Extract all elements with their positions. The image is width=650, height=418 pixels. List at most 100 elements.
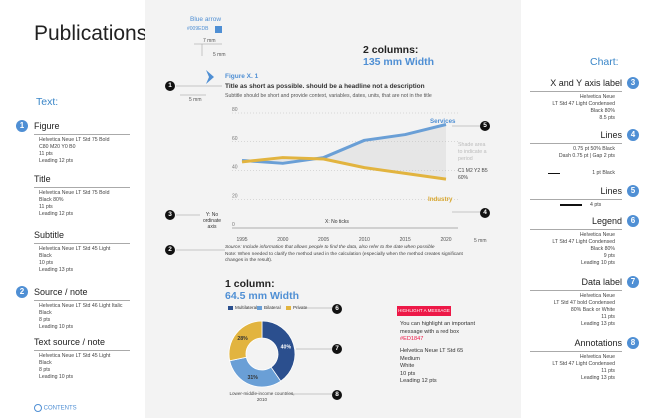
right-spec-line: Helvetica Neue (579, 293, 615, 299)
two-col-width: 135 mm Width (363, 56, 435, 68)
left-spec-line: C80 M20 Y0 B0 (39, 144, 76, 150)
right-spec-line: Helvetica Neue (579, 232, 615, 238)
two-col-title: 2 columns: (363, 44, 419, 56)
pie-slice (228, 320, 263, 362)
series-label-industry: Industry (428, 196, 453, 203)
figure-title: Title as short as possible. should be a … (225, 83, 425, 90)
marker-5: 5 (480, 121, 490, 131)
right-spec-line: Leading 13 pts (580, 375, 615, 381)
right-spec-line: 9 pts (603, 253, 615, 259)
right-spec-line: LT Std 47 Light Condensed (552, 101, 615, 107)
y-tick-label: 0 (232, 222, 235, 228)
left-spec-line: Helvetica Neue LT Std 45 Light (39, 246, 111, 252)
left-spec-line: Leading 12 pts (39, 211, 74, 217)
legend-label: Private (293, 305, 308, 310)
left-spec-line: Black (39, 253, 52, 259)
right-spec-number: 8 (627, 337, 639, 349)
right-spec-line: 80% Back or White (570, 307, 615, 313)
right-spec-label: Legend (591, 216, 622, 226)
shade-note: Shade area to indicate a period (458, 142, 487, 162)
x-note: X: No ticks (325, 219, 349, 225)
left-spec-line: Helvetica Neue LT Std 45 Light (39, 353, 111, 359)
arrow-dimensions (180, 43, 222, 96)
legend-label: Bilateral (264, 305, 281, 310)
y-tick-label: 60 (232, 136, 238, 142)
marker-3: 3 (165, 210, 175, 220)
right-spec-line: 0.75 pt 50% Black (573, 146, 615, 152)
blue-arrow-label: Blue arrow (190, 16, 222, 23)
highlight-font-4: 10 pts (400, 370, 416, 377)
dim-5mm-b: 5 mm (189, 97, 202, 103)
left-spec-line: 11 pts (39, 204, 53, 210)
right-spec-line: Black 80% (590, 108, 615, 114)
contents-link[interactable]: CONTENTS (34, 404, 77, 412)
left-spec-line: Leading 13 pts (39, 267, 74, 273)
contents-icon (34, 404, 42, 412)
right-spec-line: Dash 0.75 pt | Gap 2 pts (558, 153, 615, 159)
x-tick-label: 2015 (400, 237, 411, 243)
marker-7: 7 (332, 344, 342, 354)
right-spec-line: LT Std 47 Light Condensed (552, 361, 615, 367)
dim-5mm-c: 5 mm (474, 238, 487, 244)
left-spec-divider (34, 350, 130, 351)
left-spec-line: Helvetica Neue LT Std 46 Light Italic (39, 303, 123, 309)
figure-source: Source: Include information that allows … (225, 245, 435, 250)
highlight-font-1: Helvetica Neue LT Std 65 (400, 348, 464, 354)
right-spec-line: Leading 10 pts (580, 260, 615, 266)
pie-title: Lower-middle-income countries, 2010 (229, 391, 295, 402)
x-tick-label: 2010 (359, 237, 370, 243)
right-spec-line: Leading 13 pts (580, 321, 615, 327)
left-spec-line: Helvetica Neue LT Std 75 Bold (39, 137, 110, 143)
right-spec-divider (530, 91, 622, 92)
contents-label: CONTENTS (43, 405, 77, 412)
left-spec-line: 10 pts (39, 260, 54, 266)
highlight-font-2: Medium (400, 355, 420, 362)
right-spec-line: Helvetica Neue (579, 354, 615, 360)
figure-note: Note: When needed to clarify the method … (225, 252, 463, 263)
highlight-text-body: You can highlight an important message w… (400, 321, 476, 335)
right-spec-label: X and Y axis label (550, 78, 622, 88)
right-spec-number: 4 (627, 129, 639, 141)
left-spec-divider (34, 187, 130, 188)
left-spec-line: Helvetica Neue LT Std 75 Bold (39, 190, 110, 196)
left-spec-number: 2 (16, 286, 28, 298)
right-spec-label: Annotations (574, 338, 622, 348)
one-col-width: 64.5 mm Width (225, 290, 300, 302)
left-spec-line: 8 pts (39, 317, 51, 323)
left-spec-line: Black (39, 310, 52, 316)
blue-swatch (215, 26, 222, 33)
y-tick-label: 20 (232, 193, 238, 199)
shaded-area (242, 124, 446, 180)
right-spec-divider (530, 143, 622, 144)
right-spec-number: 7 (627, 276, 639, 288)
series-line (241, 123, 447, 165)
right-spec-divider (530, 290, 622, 291)
legend-swatch (228, 306, 233, 310)
color-note-2: 60% (458, 175, 469, 181)
pie-data-label: 40% (281, 345, 292, 351)
right-spec-line: Black 80% (590, 246, 615, 252)
right-spec-divider (530, 199, 622, 200)
right-spec-number: 5 (627, 185, 639, 197)
y-tick-label: 40 (232, 165, 238, 171)
right-spec-line: 11 pts (601, 314, 615, 320)
x-tick-label: 2005 (318, 237, 329, 243)
highlight-box: HIGHLIGHT A MESSAGE (397, 306, 451, 316)
right-spec-line: LT Std 47 bold Condensed (553, 300, 615, 306)
chart-section-title: Chart: (590, 56, 619, 68)
x-tick-label: 2000 (277, 237, 288, 243)
legend-swatch (257, 306, 262, 310)
highlight-text: You can highlight an important message w… (400, 321, 478, 344)
highlight-font-spec: Helvetica Neue LT Std 65 Medium White 10… (400, 348, 463, 386)
right-spec-number: 3 (627, 77, 639, 89)
left-spec-line: 11 pts (39, 151, 53, 157)
figure-subtitle: Subtitle should be short and provide con… (225, 93, 432, 99)
marker-4: 4 (480, 208, 490, 218)
page-title: Publications (34, 22, 148, 45)
pie-slice (229, 356, 282, 388)
highlight-code: #ED1847 (400, 336, 424, 342)
left-spec-line: Black (39, 360, 52, 366)
pie-data-label: 31% (248, 375, 259, 381)
right-spec-extra: 4 pts (590, 202, 602, 208)
